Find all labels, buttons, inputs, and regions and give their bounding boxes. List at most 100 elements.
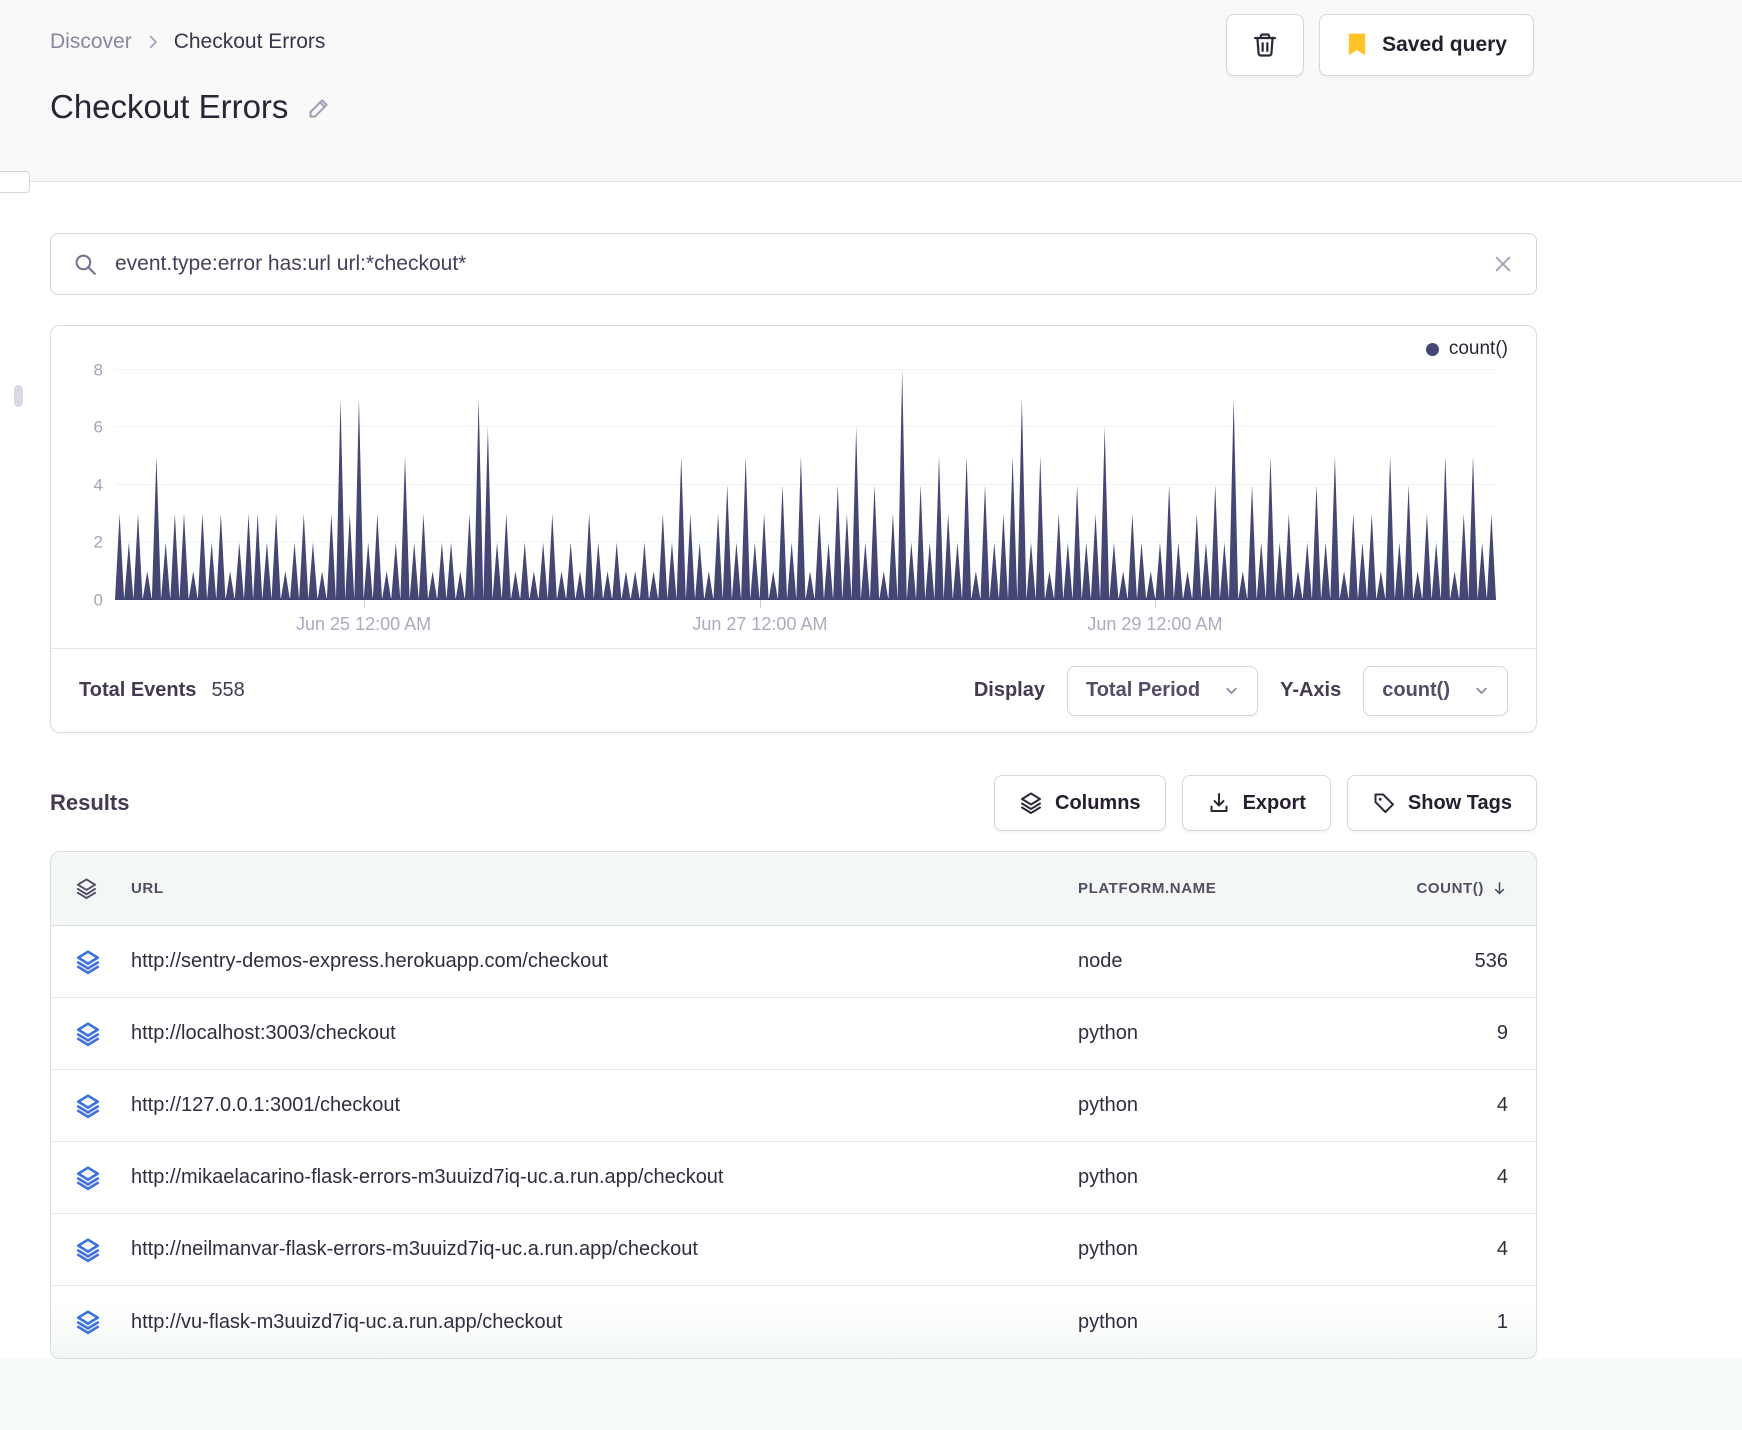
total-events-label: Total Events: [79, 679, 197, 701]
results-table: URL PLATFORM.NAME COUNT() http://sentry-…: [50, 851, 1537, 1359]
event-count-chart: [115, 369, 1496, 600]
x-tick: [363, 600, 365, 608]
chevron-down-icon: [1224, 683, 1239, 698]
breadcrumb: Discover Checkout Errors: [50, 30, 1534, 54]
clear-search-icon[interactable]: [1492, 253, 1514, 275]
row-platform: python: [1078, 1094, 1139, 1116]
y-tick-label: 4: [93, 475, 103, 495]
row-url-link[interactable]: http://sentry-demos-express.herokuapp.co…: [131, 950, 608, 972]
y-axis-labels: 0 2 4 6 8: [69, 360, 115, 608]
row-count: 4: [1496, 1166, 1508, 1188]
display-label: Display: [973, 679, 1045, 701]
search-icon: [73, 252, 98, 277]
row-url-link[interactable]: http://vu-flask-m3uuizd7iq-uc.a.run.app/…: [131, 1310, 563, 1333]
column-header-count[interactable]: COUNT(): [1416, 880, 1508, 897]
gridline: [115, 368, 1496, 370]
results-header: Results Columns Export Show Tags: [50, 775, 1537, 831]
row-platform: python: [1078, 1310, 1139, 1333]
row-count: 9: [1496, 1022, 1508, 1044]
scrollbar-pill[interactable]: [14, 385, 23, 407]
header-layers-icon: [75, 877, 131, 900]
search-input[interactable]: [113, 251, 1477, 277]
yaxis-label: Y-Axis: [1280, 679, 1342, 701]
edit-pencil-icon[interactable]: [306, 94, 333, 121]
table-row: http://neilmanvar-flask-errors-m3uuizd7i…: [51, 1214, 1536, 1286]
row-count: 4: [1496, 1238, 1508, 1260]
row-actions-layers-icon[interactable]: [75, 1093, 131, 1119]
row-count: 4: [1496, 1094, 1508, 1116]
row-actions-layers-icon[interactable]: [75, 1309, 131, 1335]
table-row: http://sentry-demos-express.herokuapp.co…: [51, 926, 1536, 998]
breadcrumb-current: Checkout Errors: [173, 30, 326, 53]
export-button-label: Export: [1242, 791, 1306, 814]
bookmark-icon: [1346, 32, 1368, 58]
row-actions-layers-icon[interactable]: [75, 1021, 131, 1047]
breadcrumb-discover-link[interactable]: Discover: [50, 30, 132, 53]
row-url-link[interactable]: http://localhost:3003/checkout: [131, 1022, 396, 1044]
column-header-platform[interactable]: PLATFORM.NAME: [1078, 880, 1217, 897]
plot-area: 0 2 4 6 8: [51, 352, 1536, 609]
row-platform: python: [1078, 1166, 1139, 1188]
y-tick-label: 0: [93, 590, 103, 610]
row-url-link[interactable]: http://neilmanvar-flask-errors-m3uuizd7i…: [131, 1238, 698, 1260]
show-tags-button-label: Show Tags: [1407, 791, 1512, 814]
legend-series-label: count(): [1448, 338, 1508, 359]
x-tick-label: Jun 27 12:00 AM: [692, 614, 828, 634]
y-tick-label: 8: [93, 360, 103, 380]
y-tick-label: 6: [93, 417, 103, 437]
columns-button[interactable]: Columns: [994, 775, 1166, 831]
column-header-count-label: COUNT(): [1416, 880, 1484, 897]
row-actions-layers-icon[interactable]: [75, 1165, 131, 1191]
yaxis-dropdown[interactable]: count(): [1363, 665, 1508, 716]
page-bottom-strip: [0, 1359, 1742, 1430]
row-url-link[interactable]: http://mikaelacarino-flask-errors-m3uuiz…: [131, 1166, 724, 1188]
panel-collapse-handle[interactable]: [0, 171, 30, 193]
events-chart-panel: count() 0 2 4 6 8 Jun 25 12:00 AM Jun 27 12:0…: [50, 325, 1537, 733]
table-header-row: URL PLATFORM.NAME COUNT(): [51, 852, 1536, 926]
saved-query-button[interactable]: Saved query: [1319, 14, 1534, 76]
saved-query-label: Saved query: [1382, 33, 1507, 56]
row-platform: python: [1078, 1022, 1139, 1044]
yaxis-dropdown-value: count(): [1382, 679, 1450, 701]
show-tags-button[interactable]: Show Tags: [1346, 775, 1537, 831]
display-dropdown[interactable]: Total Period: [1066, 665, 1259, 716]
row-platform: python: [1078, 1238, 1139, 1260]
column-header-url[interactable]: URL: [131, 880, 164, 897]
delete-query-button[interactable]: [1226, 14, 1305, 76]
x-tick-label: Jun 29 12:00 AM: [1087, 614, 1223, 634]
header-actions: Saved query: [1226, 14, 1534, 76]
chevron-right-icon: [144, 33, 162, 51]
row-actions-layers-icon[interactable]: [75, 1237, 131, 1263]
table-row: http://mikaelacarino-flask-errors-m3uuiz…: [51, 1142, 1536, 1214]
gridline: [115, 426, 1496, 428]
x-axis: Jun 25 12:00 AM Jun 27 12:00 AM Jun 29 12:…: [115, 600, 1496, 648]
tag-icon: [1372, 791, 1396, 815]
layers-icon: [1019, 791, 1043, 815]
table-body: http://sentry-demos-express.herokuapp.co…: [51, 926, 1536, 1358]
gridline: [115, 483, 1496, 485]
table-row: http://localhost:3003/checkout python 9: [51, 998, 1536, 1070]
columns-button-label: Columns: [1055, 791, 1141, 814]
x-tick-label: Jun 25 12:00 AM: [296, 614, 432, 634]
plot: [115, 364, 1496, 600]
row-platform: node: [1078, 950, 1123, 972]
chart-footer: Total Events 558 Display Total Period Y-…: [51, 648, 1536, 732]
row-url-link[interactable]: http://127.0.0.1:3001/checkout: [131, 1094, 401, 1116]
row-count: 536: [1474, 950, 1508, 972]
chart-controls: Display Total Period Y-Axis count(): [973, 665, 1508, 716]
chart-legend[interactable]: count(): [51, 326, 1536, 359]
display-dropdown-value: Total Period: [1085, 679, 1201, 701]
page-header: Discover Checkout Errors Checkout Errors…: [0, 0, 1742, 182]
x-tick: [759, 600, 761, 608]
trash-icon: [1251, 31, 1279, 59]
row-actions-layers-icon[interactable]: [75, 949, 131, 975]
page-title: Checkout Errors: [50, 88, 1534, 126]
export-button[interactable]: Export: [1181, 775, 1331, 831]
download-icon: [1207, 791, 1231, 815]
gridline: [115, 541, 1496, 543]
y-tick-label: 2: [93, 532, 103, 552]
chevron-down-icon: [1474, 683, 1489, 698]
table-row: http://127.0.0.1:3001/checkout python 4: [51, 1070, 1536, 1142]
results-title: Results: [50, 790, 130, 815]
page-title-text: Checkout Errors: [50, 88, 289, 125]
